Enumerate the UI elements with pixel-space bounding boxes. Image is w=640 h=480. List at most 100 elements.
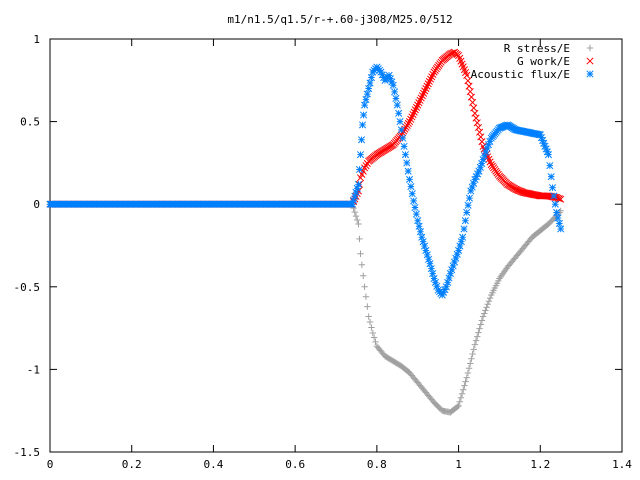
data-point: [462, 378, 469, 385]
data-point: [555, 219, 563, 228]
data-point: [364, 303, 371, 310]
data-point: [427, 265, 435, 273]
data-point: [471, 109, 479, 117]
data-point: [548, 184, 557, 192]
data-point: [416, 228, 424, 236]
x-tick-label: 1.4: [612, 458, 632, 471]
data-series: [46, 48, 565, 416]
data-point: [438, 291, 446, 299]
data-point: [557, 225, 565, 233]
data-point: [411, 106, 419, 114]
data-point: [478, 159, 486, 168]
data-point: [474, 123, 482, 132]
data-point: [361, 101, 369, 109]
data-point: [445, 274, 453, 282]
data-point: [420, 242, 429, 250]
data-point: [468, 355, 475, 362]
data-point: [464, 77, 472, 85]
data-point: [414, 101, 422, 109]
data-point: [424, 80, 432, 88]
data-point: [550, 192, 558, 200]
data-point: [391, 88, 399, 96]
data-point: [450, 258, 459, 266]
data-point: [415, 222, 423, 230]
data-point: [464, 201, 472, 209]
data-point: [419, 238, 427, 246]
data-point: [467, 93, 475, 101]
x-tick-label: 0: [47, 458, 54, 471]
data-point: [425, 77, 433, 86]
data-point: [357, 136, 366, 144]
data-point: [463, 71, 471, 79]
data-point: [395, 109, 403, 117]
data-point: [367, 73, 375, 82]
data-point: [377, 68, 385, 76]
data-point: [461, 217, 469, 225]
data-point: [475, 167, 483, 175]
data-point: [408, 190, 416, 198]
data-point: [484, 141, 493, 149]
data-point: [444, 278, 452, 286]
data-point: [410, 108, 418, 116]
data-point: [418, 233, 426, 241]
data-point: [465, 194, 474, 202]
data-point: [483, 144, 491, 152]
data-point: [460, 225, 468, 233]
legend-marker: [586, 70, 594, 78]
data-point: [455, 246, 463, 255]
legend-marker: [586, 44, 594, 52]
data-point: [423, 82, 431, 90]
data-point: [442, 283, 450, 291]
data-point: [482, 148, 490, 156]
axis-ticks: 0 0.2 0.4 0.6 0.8 1 1.2 1.4 1 0.5 0 -0.5 -1 -1.5: [14, 33, 633, 471]
data-point: [410, 197, 418, 205]
data-point: [417, 94, 425, 102]
data-point: [464, 369, 472, 377]
data-point: [414, 217, 422, 225]
data-point: [481, 310, 488, 317]
data-point: [426, 260, 434, 268]
data-point: [540, 139, 548, 147]
data-point: [351, 208, 358, 216]
data-point: [366, 79, 374, 87]
data-point: [388, 78, 396, 86]
data-point: [466, 88, 474, 96]
data-point: [449, 49, 457, 57]
data-point: [448, 266, 456, 274]
data-point: [404, 167, 412, 175]
data-point: [393, 101, 401, 109]
data-point: [486, 137, 494, 145]
data-point: [543, 148, 551, 156]
data-point: [483, 304, 490, 311]
data-point: [357, 250, 364, 257]
data-point: [551, 200, 559, 208]
data-point: [461, 382, 468, 389]
data-point: [470, 346, 477, 353]
data-point: [428, 73, 436, 81]
chart-title: m1/n1.5/q1.5/r-+.60-j308/M25.0/512: [227, 13, 452, 26]
legend-label: Acoustic flux/E: [471, 68, 570, 81]
data-point: [449, 262, 457, 270]
x-tick-label: 0.4: [203, 458, 223, 471]
data-point: [458, 390, 466, 397]
data-point: [423, 251, 431, 259]
data-point: [352, 212, 360, 220]
data-point: [471, 341, 479, 348]
data-point: [385, 71, 393, 79]
data-point: [456, 398, 463, 405]
x-tick-label: 1.2: [530, 458, 550, 471]
data-point: [433, 282, 441, 290]
data-point: [542, 145, 550, 153]
data-point: [457, 394, 465, 401]
data-point: [405, 118, 414, 126]
data-point: [419, 89, 428, 97]
series-star: [46, 63, 565, 299]
data-point: [427, 75, 435, 83]
data-point: [359, 121, 367, 129]
data-point: [472, 337, 480, 344]
data-point: [536, 131, 544, 139]
data-point: [475, 329, 482, 336]
data-point: [363, 90, 371, 98]
data-point: [474, 333, 481, 340]
